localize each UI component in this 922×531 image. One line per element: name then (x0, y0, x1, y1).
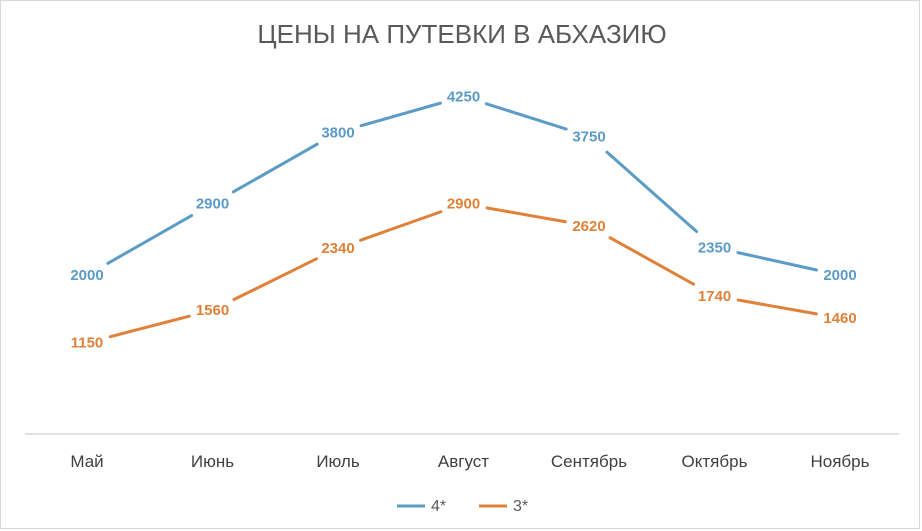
series-line-segment (608, 236, 696, 286)
series-line-segment (485, 206, 567, 224)
series-1: 2000 2900 3800 4250 3750 2350 2000 (70, 89, 856, 285)
data-label: 2000 (70, 267, 103, 284)
series-line-segment (736, 251, 819, 272)
x-tick-label: Июль (316, 452, 360, 471)
data-label: 1560 (196, 302, 229, 319)
series-line-segment (231, 142, 319, 194)
x-tick-label: Ноябрь (811, 452, 870, 471)
x-tick-label: Июнь (191, 452, 234, 471)
series-line-segment (359, 101, 442, 128)
series-line-segment (484, 102, 568, 131)
legend-label: 4* (431, 498, 446, 515)
data-label: 3750 (572, 128, 605, 145)
x-tick-label: Октябрь (682, 452, 748, 471)
data-label: 4250 (447, 89, 480, 106)
series-layer: 2000 2900 3800 4250 3750 2350 2000 1150 1560 2340… (70, 89, 856, 352)
legend-label: 3* (513, 498, 528, 515)
legend-item: 4* (397, 498, 446, 515)
series-line-segment (106, 214, 194, 265)
x-axis-ticks: Май Июнь Июль Август Сентябрь Октябрь Ноябрь (70, 452, 869, 471)
data-label: 1740 (698, 288, 731, 305)
series-2: 1150 1560 2340 2900 2620 1740 1460 (71, 196, 857, 352)
legend: 4* 3* (397, 498, 528, 515)
legend-item: 3* (479, 498, 528, 515)
data-label: 1150 (71, 335, 104, 352)
x-tick-label: Май (70, 452, 103, 471)
x-tick-label: Сентябрь (551, 452, 627, 471)
chart-title: ЦЕНЫ НА ПУТЕВКИ В АБХАЗИЮ (257, 19, 666, 49)
x-tick-label: Август (438, 452, 489, 471)
data-label: 3800 (321, 124, 354, 141)
series-line-segment (359, 210, 443, 242)
data-label: 2350 (698, 239, 731, 256)
series-line-segment (736, 298, 818, 316)
series-line-segment (232, 257, 318, 302)
data-label: 2000 (823, 267, 856, 284)
data-label: 2900 (447, 196, 480, 213)
data-label: 1460 (823, 310, 856, 327)
series-line-segment (108, 314, 191, 339)
data-label: 2340 (321, 240, 354, 257)
data-label: 2620 (572, 218, 605, 235)
data-label: 2900 (196, 196, 229, 213)
series-line-segment (605, 150, 699, 233)
